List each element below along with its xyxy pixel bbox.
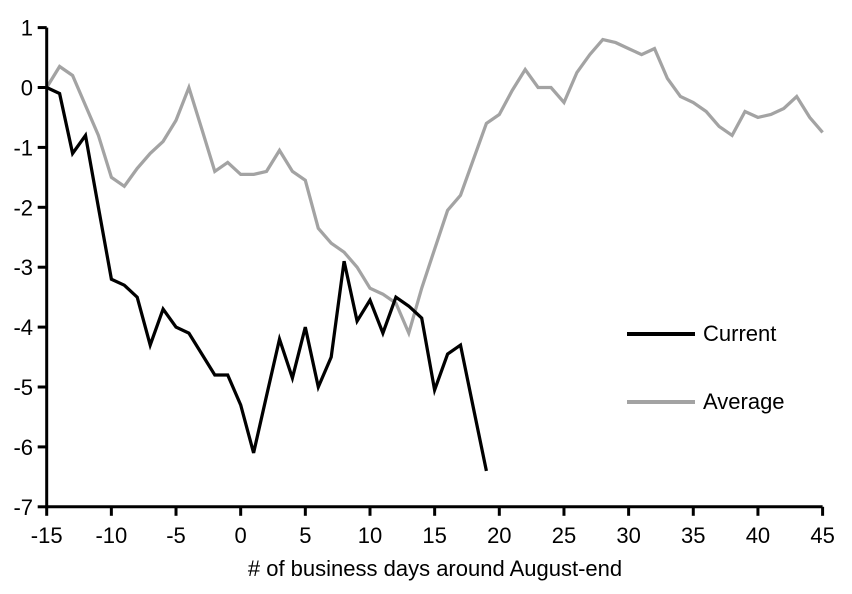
x-tick-label: -10 <box>95 523 127 548</box>
y-tick-label: -7 <box>13 495 33 520</box>
y-tick-label: 0 <box>21 76 33 101</box>
x-tick-label: 5 <box>299 523 311 548</box>
x-tick-label: 20 <box>487 523 511 548</box>
x-tick-label: 40 <box>746 523 770 548</box>
x-tick-label: 10 <box>358 523 382 548</box>
average-series-line <box>45 37 824 338</box>
x-tick-label: 15 <box>422 523 446 548</box>
y-tick-label: -1 <box>13 135 33 160</box>
current-line-swatch <box>627 332 695 336</box>
y-tick-label: -5 <box>13 375 33 400</box>
average-line-swatch <box>627 400 695 404</box>
legend-item-current: Current <box>627 320 776 348</box>
x-tick-label: 0 <box>235 523 247 548</box>
x-tick-label: -5 <box>166 523 186 548</box>
y-tick-label: -4 <box>13 315 33 340</box>
x-tick-label: 25 <box>552 523 576 548</box>
y-tick-label: -2 <box>13 195 33 220</box>
legend-label-current: Current <box>703 321 777 346</box>
x-tick-label: 35 <box>681 523 705 548</box>
x-tick-label: 45 <box>810 523 834 548</box>
legend-label-average: Average <box>703 389 785 414</box>
current-series-line <box>46 86 488 472</box>
x-tick-label: 30 <box>616 523 640 548</box>
x-axis-title: # of business days around August-end <box>247 556 623 581</box>
x-tick-label: -15 <box>31 523 63 548</box>
y-tick-label: -6 <box>13 435 33 460</box>
y-tick-label: -3 <box>13 255 33 280</box>
legend-item-average: Average <box>627 388 785 416</box>
y-tick-label: 1 <box>21 16 33 41</box>
